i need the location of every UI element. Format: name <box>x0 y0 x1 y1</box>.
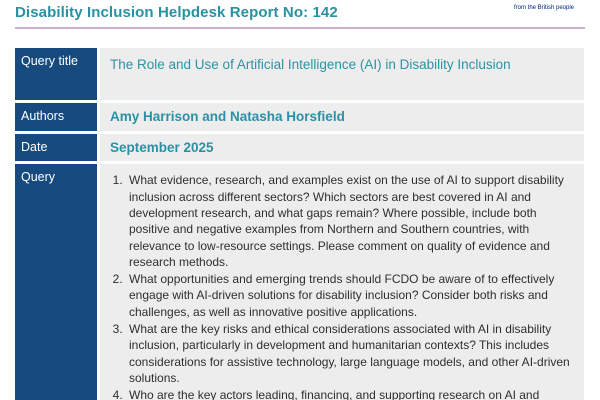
date-label-cell: Date <box>15 133 97 162</box>
query-label: Query <box>21 170 56 185</box>
query-title-value-cell: The Role and Use of Artificial Intellige… <box>100 48 584 100</box>
ukaid-logo-tagline: from the British people <box>513 5 575 11</box>
report-header: Disability Inclusion Helpdesk Report No:… <box>0 0 600 21</box>
query-value-cell: What evidence, research, and examples ex… <box>100 164 584 400</box>
query-question-item: What opportunities and emerging trends s… <box>126 271 574 320</box>
ukaid-logo: UKaid from the British people <box>502 0 586 16</box>
query-question-item: Who are the key actors leading, financin… <box>126 387 574 400</box>
date-value: September 2025 <box>110 139 214 155</box>
query-title-label-cell: Query title <box>15 48 97 100</box>
query-question-item: What evidence, research, and examples ex… <box>126 172 574 270</box>
page-title: Disability Inclusion Helpdesk Report No:… <box>15 4 338 21</box>
ukaid-logo-brand: UKaid <box>502 0 586 4</box>
query-label-cell: Query <box>15 164 97 400</box>
date-label: Date <box>21 139 48 154</box>
query-question-item: What are the key risks and ethical consi… <box>126 321 574 386</box>
query-title-value: The Role and Use of Artificial Intellige… <box>110 57 511 72</box>
authors-value-cell: Amy Harrison and Natasha Horsfield <box>100 103 584 131</box>
authors-value: Amy Harrison and Natasha Horsfield <box>110 109 345 125</box>
query-title-label: Query title <box>21 54 78 68</box>
authors-label: Authors <box>21 109 65 123</box>
authors-label-cell: Authors <box>15 103 97 131</box>
date-value-cell: September 2025 <box>100 133 584 162</box>
report-info-table: Query title The Role and Use of Artifici… <box>15 48 584 400</box>
query-question-list: What evidence, research, and examples ex… <box>110 172 574 400</box>
header-divider <box>15 27 585 29</box>
